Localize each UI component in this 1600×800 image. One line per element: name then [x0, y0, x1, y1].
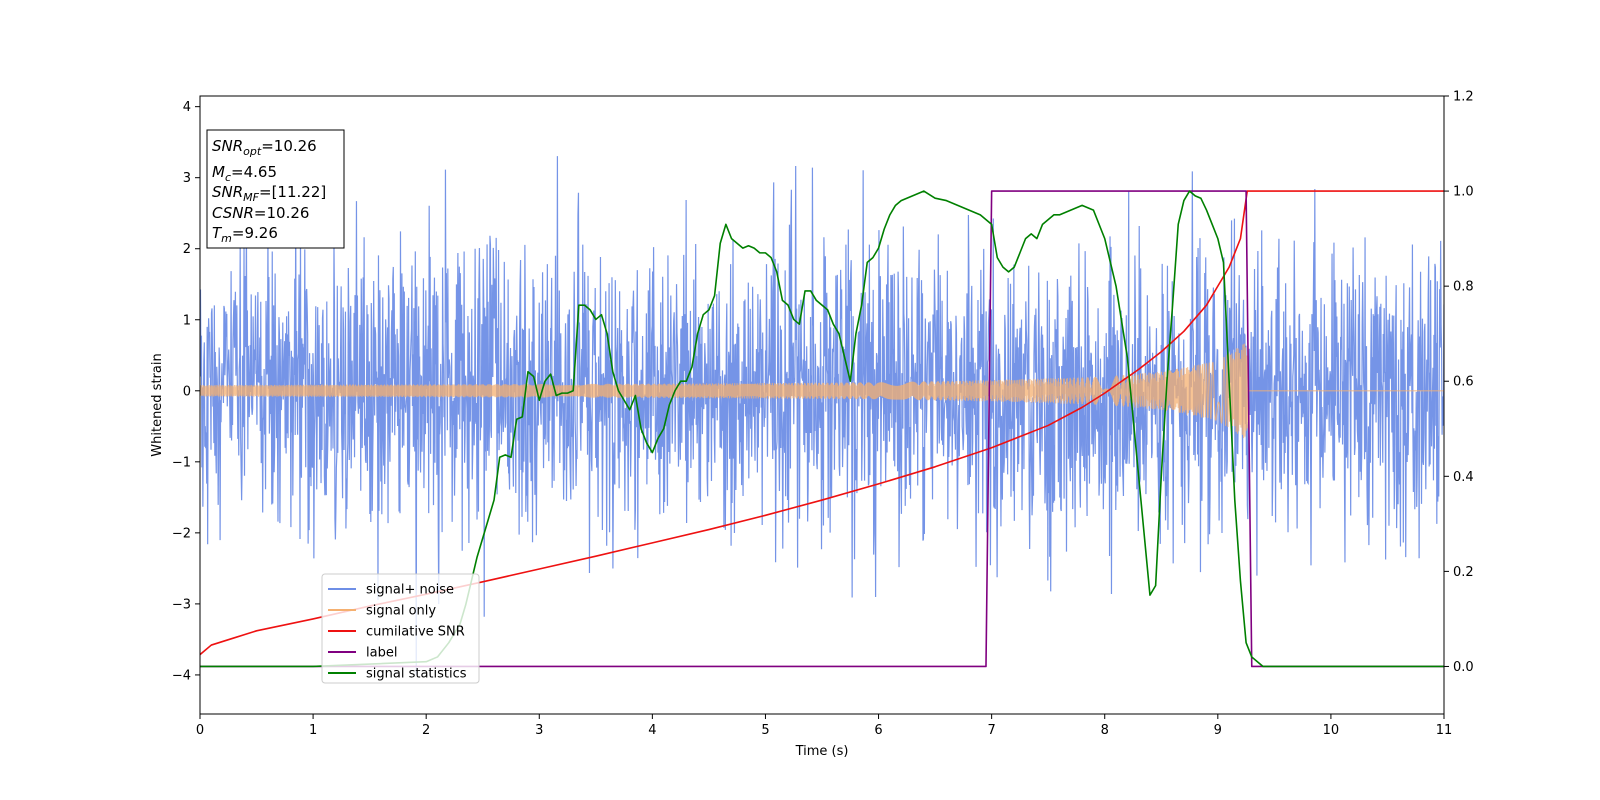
- legend-label-signal-only: signal only: [366, 604, 436, 619]
- info-snr-opt-value: =10.26: [261, 137, 317, 155]
- x-tick-label: 6: [874, 723, 882, 738]
- info-csnr-value: =10.26: [254, 204, 310, 222]
- plot-frame: [199, 95, 1445, 715]
- info-mc-value: =4.65: [231, 163, 277, 181]
- x-tick-label: 10: [1323, 723, 1340, 738]
- x-tick-label: 0: [196, 723, 204, 738]
- y-left-tick-label: −3: [172, 597, 191, 612]
- y-right-tick-label: 0.6: [1453, 375, 1474, 390]
- x-tick-label: 5: [761, 723, 769, 738]
- info-csnr: CSNR=10.26: [212, 204, 309, 222]
- y-right-tick-label: 1.0: [1453, 185, 1474, 200]
- y-right-tick-label: 0.2: [1453, 565, 1474, 580]
- info-tm-symbol: T: [212, 224, 223, 242]
- legend-label-signal-statistics: signal statistics: [366, 667, 467, 682]
- info-snr-mf-sub: MF: [243, 191, 259, 204]
- y-right-tick-label: 1.2: [1453, 90, 1474, 105]
- x-tick-label: 2: [422, 723, 430, 738]
- x-axis: 0 1 2 3 4 5 6 7 8 9 10 11: [196, 714, 1452, 738]
- y-left-tick-label: −4: [172, 668, 191, 683]
- y-left-tick-label: 1: [183, 313, 191, 328]
- series-signal-noise-line: [200, 156, 1444, 675]
- info-snr-opt-symbol: SNR: [212, 137, 243, 155]
- info-mc: Mc=4.65: [212, 163, 277, 184]
- y-right-tick-label: 0.0: [1453, 660, 1474, 675]
- y-axis-label: Whitened strain: [150, 353, 165, 456]
- x-tick-label: 4: [648, 723, 656, 738]
- info-csnr-symbol: CSNR: [212, 204, 254, 222]
- info-box-frame: [206, 129, 345, 249]
- y-left-tick-label: 3: [183, 171, 191, 186]
- info-box: SNRopt=10.26 Mc=4.65 SNRMF=[11.22] CSNR=…: [206, 129, 345, 249]
- y-right-tick-label: 0.8: [1453, 280, 1474, 295]
- info-snr-opt: SNRopt=10.26: [212, 137, 317, 158]
- x-tick-label: 7: [987, 723, 995, 738]
- legend-label-signal-noise: signal+ noise: [366, 583, 454, 598]
- info-tm: Tm=9.26: [212, 224, 278, 245]
- x-tick-label: 9: [1214, 723, 1222, 738]
- info-snr-mf-value: =[11.22]: [259, 183, 326, 201]
- legend-label-label: label: [366, 646, 397, 661]
- legend-label-cumulative-snr: cumilative SNR: [366, 625, 465, 640]
- y-axis-left: 4 3 2 1 0 −1 −2 −3 −4: [172, 100, 200, 683]
- y-axis-right: 1.2 1.0 0.8 0.6 0.4 0.2 0.0: [1444, 90, 1474, 675]
- x-axis-label: Time (s): [795, 744, 849, 759]
- legend-frame: [321, 573, 480, 684]
- info-mc-symbol: M: [212, 163, 225, 181]
- info-snr-opt-sub: opt: [243, 145, 262, 158]
- y-right-tick-label: 0.4: [1453, 470, 1474, 485]
- y-left-tick-label: −2: [172, 526, 191, 541]
- info-snr-mf: SNRMF=[11.22]: [212, 183, 326, 204]
- legend-entries: signal+ noise signal only cumilative SNR la…: [328, 583, 467, 682]
- series-signal-only-line: [200, 343, 1444, 439]
- x-tick-label: 3: [535, 723, 543, 738]
- y-left-tick-label: 2: [183, 242, 191, 257]
- info-snr-mf-symbol: SNR: [212, 183, 243, 201]
- legend: signal+ noise signal only cumilative SNR la…: [321, 573, 480, 684]
- x-tick-label: 1: [309, 723, 317, 738]
- y-left-tick-label: 0: [183, 384, 191, 399]
- info-tm-sub: m: [221, 232, 232, 245]
- y-left-tick-label: 4: [183, 100, 191, 115]
- info-mc-sub: c: [225, 171, 231, 184]
- series-signal-statistics-line: [200, 190, 1444, 668]
- x-tick-label: 11: [1436, 723, 1453, 738]
- info-tm-value: =9.26: [232, 224, 278, 242]
- x-tick-label: 8: [1101, 723, 1109, 738]
- y-left-tick-label: −1: [172, 455, 191, 470]
